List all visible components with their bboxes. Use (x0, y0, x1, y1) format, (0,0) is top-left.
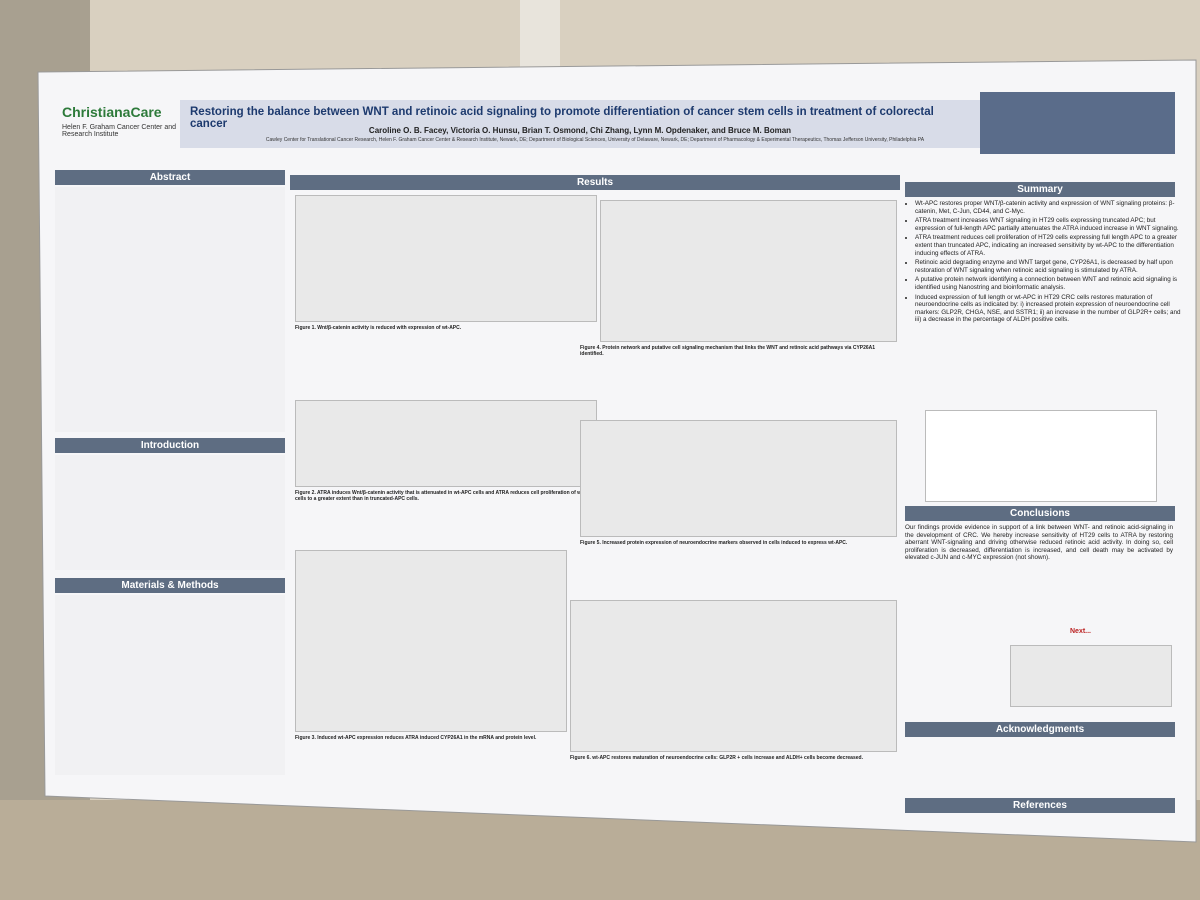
figure-5 (580, 420, 897, 537)
section-heading: Results (290, 175, 900, 190)
caption: Figure 1. Wnt/β-catenin activity is redu… (295, 325, 462, 331)
title-band (180, 100, 980, 148)
section-heading: References (905, 798, 1175, 813)
methods-text (55, 595, 285, 775)
conclusions-text: Our findings provide evidence in support… (905, 524, 1173, 562)
figure-3 (295, 550, 567, 732)
intro-text (55, 455, 285, 570)
poster-title: Restoring the balance between WNT and re… (190, 106, 934, 130)
institute: Helen F. Graham Cancer Center and Resear… (62, 124, 176, 138)
section-heading: Abstract (55, 170, 285, 185)
logo: ChristianaCare (62, 104, 162, 120)
section-heading: Summary (905, 182, 1175, 197)
summary-point: Wt-APC restores proper WNT/β-catenin act… (915, 200, 1183, 215)
caption: Figure 4. Protein network and putative c… (580, 345, 876, 357)
figure-2 (295, 400, 597, 487)
caption: Figure 6. wt-APC restores maturation of … (570, 755, 863, 761)
summary-point: Retinoic acid degrading enzyme and WNT t… (915, 259, 1183, 274)
section-heading: Introduction (55, 438, 285, 453)
summary-point: Induced expression of full length or wt-… (915, 294, 1183, 324)
section-heading: Materials & Methods (55, 578, 285, 593)
caption: Figure 3. Induced wt-APC expression redu… (295, 735, 537, 741)
authors: Caroline O. B. Facey, Victoria O. Hunsu,… (368, 126, 792, 135)
caption: Figure 2. ATRA induces Wnt/β-catenin act… (295, 490, 595, 502)
section-heading: Acknowledgments (905, 722, 1175, 737)
pathway-diagram (925, 410, 1157, 502)
section-heading: Conclusions (905, 506, 1175, 521)
next-label: Next... (1070, 628, 1092, 635)
summary-point: A putative protein network identifying a… (915, 276, 1183, 291)
summary-list: Wt-APC restores proper WNT/β-catenin act… (905, 200, 1183, 326)
summary-point: ATRA treatment increases WNT signaling i… (915, 217, 1183, 232)
figure-6 (570, 600, 897, 752)
figure-1 (295, 195, 597, 322)
abstract-text (55, 187, 285, 432)
caption: Figure 5. Increased protein expression o… (580, 540, 848, 546)
building-photo (980, 92, 1175, 154)
summary-point: ATRA treatment reduces cell proliferatio… (915, 234, 1183, 257)
affiliations: Cawley Center for Translational Cancer R… (265, 137, 925, 143)
cell-images (1010, 645, 1172, 707)
figure-4 (600, 200, 897, 342)
